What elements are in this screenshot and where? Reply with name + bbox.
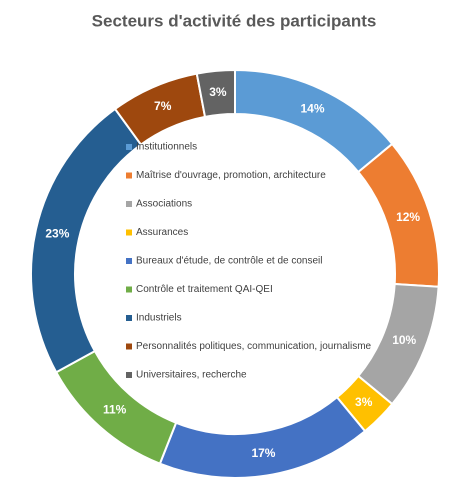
legend-swatch — [126, 343, 132, 350]
donut-segment — [195, 68, 236, 119]
data-label: 7% — [154, 99, 172, 113]
legend-label: Industriels — [136, 313, 182, 324]
data-label: 3% — [209, 85, 227, 99]
legend-label: Bureaux d'étude, de contrôle et de conse… — [136, 256, 322, 267]
donut-segment — [158, 395, 367, 479]
data-label: 14% — [300, 101, 324, 115]
data-label: 12% — [396, 210, 420, 224]
chart-title: Secteurs d'activité des participants — [92, 11, 377, 30]
legend-swatch — [126, 229, 132, 236]
legend-label: Associations — [136, 199, 192, 210]
donut-segment — [234, 68, 394, 174]
legend-label: Personnalités politiques, communication,… — [136, 341, 372, 352]
legend-label: Contrôle et traitement QAI-QEI — [136, 284, 273, 295]
legend-swatch — [126, 201, 132, 207]
legend-swatch — [126, 258, 132, 264]
legend-label: Assurances — [136, 227, 188, 238]
legend-label: Institutionnels — [136, 142, 197, 153]
legend-swatch — [126, 144, 132, 150]
legend-label: Universitaires, recherche — [136, 370, 247, 381]
legend-swatch — [126, 315, 132, 321]
data-label: 17% — [251, 446, 275, 460]
data-label: 3% — [355, 395, 373, 409]
legend-swatch — [126, 172, 132, 179]
data-label: 11% — [103, 403, 127, 417]
legend-swatch — [126, 372, 132, 378]
data-label: 23% — [45, 226, 69, 240]
donut-segment — [30, 107, 143, 374]
legend-swatch — [126, 286, 132, 293]
data-label: 10% — [392, 333, 416, 347]
legend-label: Maîtrise d'ouvrage, promotion, architect… — [136, 170, 326, 181]
